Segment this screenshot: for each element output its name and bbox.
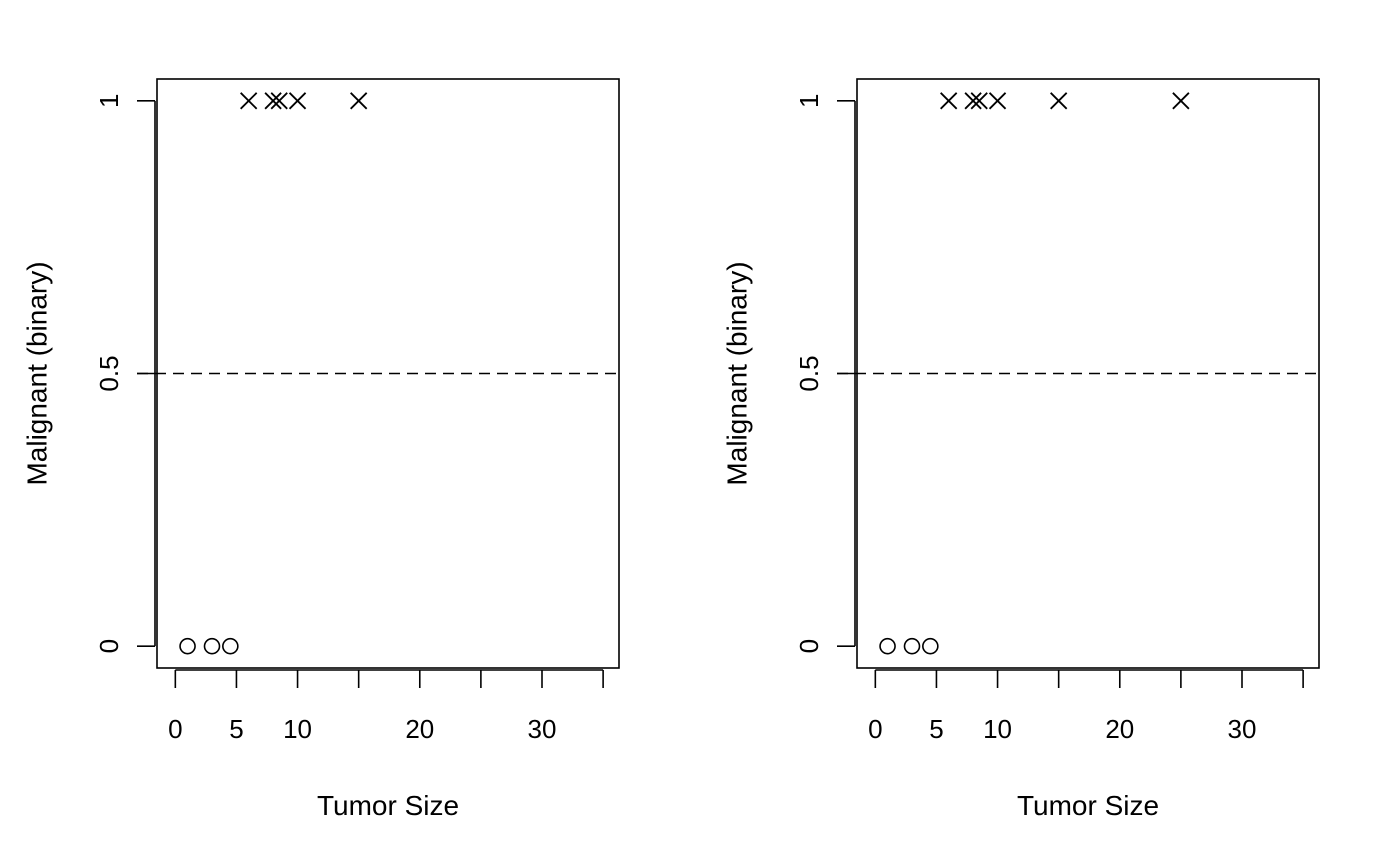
cross-stroke: [988, 92, 1007, 110]
left-scatter-panel: 0 5 10 20 30 0 0.5 1 Tumor Size Malignant (binary…: [22, 78, 620, 821]
cross-stroke: [970, 92, 988, 110]
malignant-point: [288, 92, 307, 110]
cross-stroke: [1050, 92, 1068, 110]
y-tick-label: 0: [794, 639, 824, 653]
cross-stroke: [270, 92, 288, 110]
y-tick-label: 1: [94, 94, 124, 108]
plot-frame: [156, 78, 620, 669]
malignant-point: [264, 92, 282, 110]
y-tick-label: 0.5: [794, 355, 824, 391]
x-tick-label: 5: [229, 714, 243, 744]
x-tick-label: 10: [983, 714, 1012, 744]
x-axis-title: Tumor Size: [317, 790, 459, 821]
benign-point: [203, 637, 221, 655]
y-tick-label: 0.5: [94, 355, 124, 391]
benign-point: [903, 637, 921, 655]
plot-frame: [856, 78, 1320, 669]
x-tick-label: 5: [929, 714, 943, 744]
x-tick-label: 20: [1105, 714, 1134, 744]
right-scatter-panel: 0 5 10 20 30 0 0.5 1 Tumor Size Malignant (binary…: [722, 78, 1320, 821]
cross-stroke: [240, 92, 258, 110]
y-tick-label: 1: [794, 94, 824, 108]
benign-point: [922, 637, 939, 655]
malignant-point: [970, 92, 988, 110]
cross-stroke: [940, 92, 958, 110]
malignant-point: [1172, 92, 1190, 110]
x-tick-label: 0: [168, 714, 182, 744]
cross-stroke: [350, 92, 368, 110]
x-tick-label: 20: [405, 714, 434, 744]
benign-point: [222, 637, 239, 655]
y-axis-title: Malignant (binary): [722, 261, 753, 485]
malignant-point: [940, 92, 958, 110]
benign-point: [879, 637, 896, 655]
y-tick-label: 0: [94, 639, 124, 653]
malignant-point: [988, 92, 1007, 110]
cross-stroke: [288, 92, 307, 110]
x-tick-label: 0: [868, 714, 882, 744]
x-axis-title: Tumor Size: [1017, 790, 1159, 821]
x-tick-label: 30: [528, 714, 557, 744]
x-tick-label: 10: [283, 714, 312, 744]
x-tick-label: 30: [1228, 714, 1257, 744]
cross-stroke: [964, 92, 982, 110]
cross-stroke: [1172, 92, 1190, 110]
malignant-point: [270, 92, 288, 110]
benign-point: [179, 637, 196, 655]
y-axis-title: Malignant (binary): [22, 261, 53, 485]
malignant-point: [240, 92, 258, 110]
malignant-point: [1050, 92, 1068, 110]
malignant-point: [964, 92, 982, 110]
malignant-point: [350, 92, 368, 110]
cross-stroke: [264, 92, 282, 110]
